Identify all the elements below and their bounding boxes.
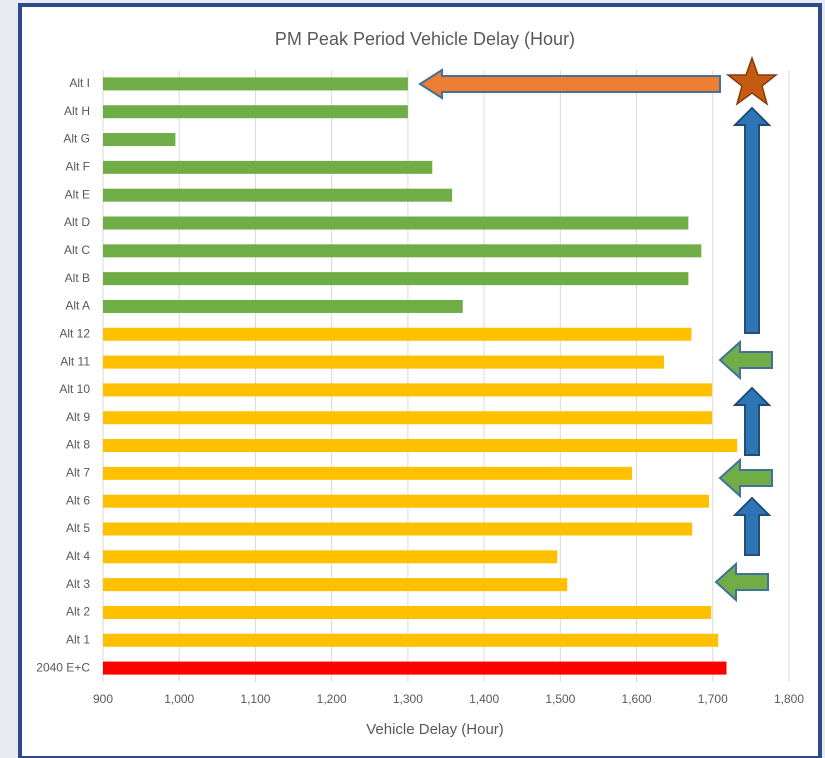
- star: [725, 55, 779, 106]
- chart-frame: [18, 3, 822, 758]
- y-tick-label: Alt H: [64, 104, 90, 118]
- bar: [103, 133, 176, 147]
- y-tick-label: Alt 10: [59, 382, 90, 396]
- x-tick-label: 1,500: [545, 692, 575, 706]
- bar: [103, 661, 727, 675]
- x-tick-label: 1,200: [317, 692, 347, 706]
- bar: [103, 188, 453, 202]
- y-tick-label: Alt C: [64, 243, 90, 257]
- bar: [103, 327, 692, 341]
- y-tick-label: Alt I: [69, 76, 90, 90]
- blue-arrow: [732, 106, 772, 334]
- y-tick-label: Alt 9: [66, 410, 90, 424]
- bar: [103, 522, 693, 536]
- x-tick-label: 1,600: [622, 692, 652, 706]
- y-tick-label: Alt 5: [66, 521, 90, 535]
- bar: [103, 160, 433, 174]
- chart-title: PM Peak Period Vehicle Delay (Hour): [275, 29, 575, 49]
- y-tick-label: Alt D: [64, 215, 90, 229]
- y-tick-label: Alt F: [65, 160, 90, 174]
- y-tick-label: Alt 11: [60, 354, 90, 368]
- y-tick-label: Alt B: [65, 271, 90, 285]
- bar: [103, 216, 689, 230]
- green-arrow: [714, 561, 769, 603]
- y-tick-label: Alt 7: [66, 466, 90, 480]
- y-tick-label: Alt 4: [66, 549, 90, 563]
- blue-arrow: [732, 496, 772, 556]
- plot-area: 900 1,000 1,100 1,200 1,300 1,400 1,500 1,600 1,…: [36, 70, 804, 706]
- bar: [103, 633, 719, 647]
- green-arrow: [718, 339, 773, 381]
- bar: [103, 550, 558, 564]
- x-tick-label: 1,100: [240, 692, 270, 706]
- bar: [103, 244, 702, 258]
- x-tick-label: 1,800: [774, 692, 804, 706]
- bar: [103, 466, 632, 480]
- bar: [103, 355, 664, 369]
- y-tick-label: Alt 3: [66, 577, 90, 591]
- green-arrow: [718, 457, 773, 499]
- bar: [103, 299, 463, 313]
- orange-arrow: [418, 68, 721, 100]
- x-axis-title: Vehicle Delay (Hour): [366, 721, 504, 738]
- bar: [103, 383, 713, 397]
- y-tick-label: Alt 12: [59, 326, 90, 340]
- y-tick-label: Alt 1: [66, 632, 90, 646]
- x-tick-label: 1,300: [393, 692, 423, 706]
- x-tick-label: 1,000: [164, 692, 194, 706]
- bar: [103, 77, 408, 91]
- x-tick-label: 1,400: [469, 692, 499, 706]
- y-tick-label: 2040 E+C: [36, 660, 90, 674]
- y-tick-label: Alt 2: [66, 605, 90, 619]
- bar: [103, 272, 689, 286]
- bar: [103, 411, 713, 425]
- bar: [103, 439, 738, 453]
- annotations: [418, 55, 779, 603]
- y-tick-label: Alt 8: [66, 438, 90, 452]
- blue-arrow: [732, 386, 772, 456]
- bar: [103, 494, 709, 508]
- x-tick-label: 1,700: [698, 692, 728, 706]
- bar: [103, 578, 568, 592]
- y-tick-label: Alt G: [63, 132, 90, 146]
- y-tick-label: Alt A: [65, 299, 90, 313]
- bar: [103, 105, 408, 119]
- y-tick-label: Alt E: [65, 187, 90, 201]
- y-tick-label: Alt 6: [66, 493, 90, 507]
- bar: [103, 605, 712, 619]
- x-tick-label: 900: [93, 692, 113, 706]
